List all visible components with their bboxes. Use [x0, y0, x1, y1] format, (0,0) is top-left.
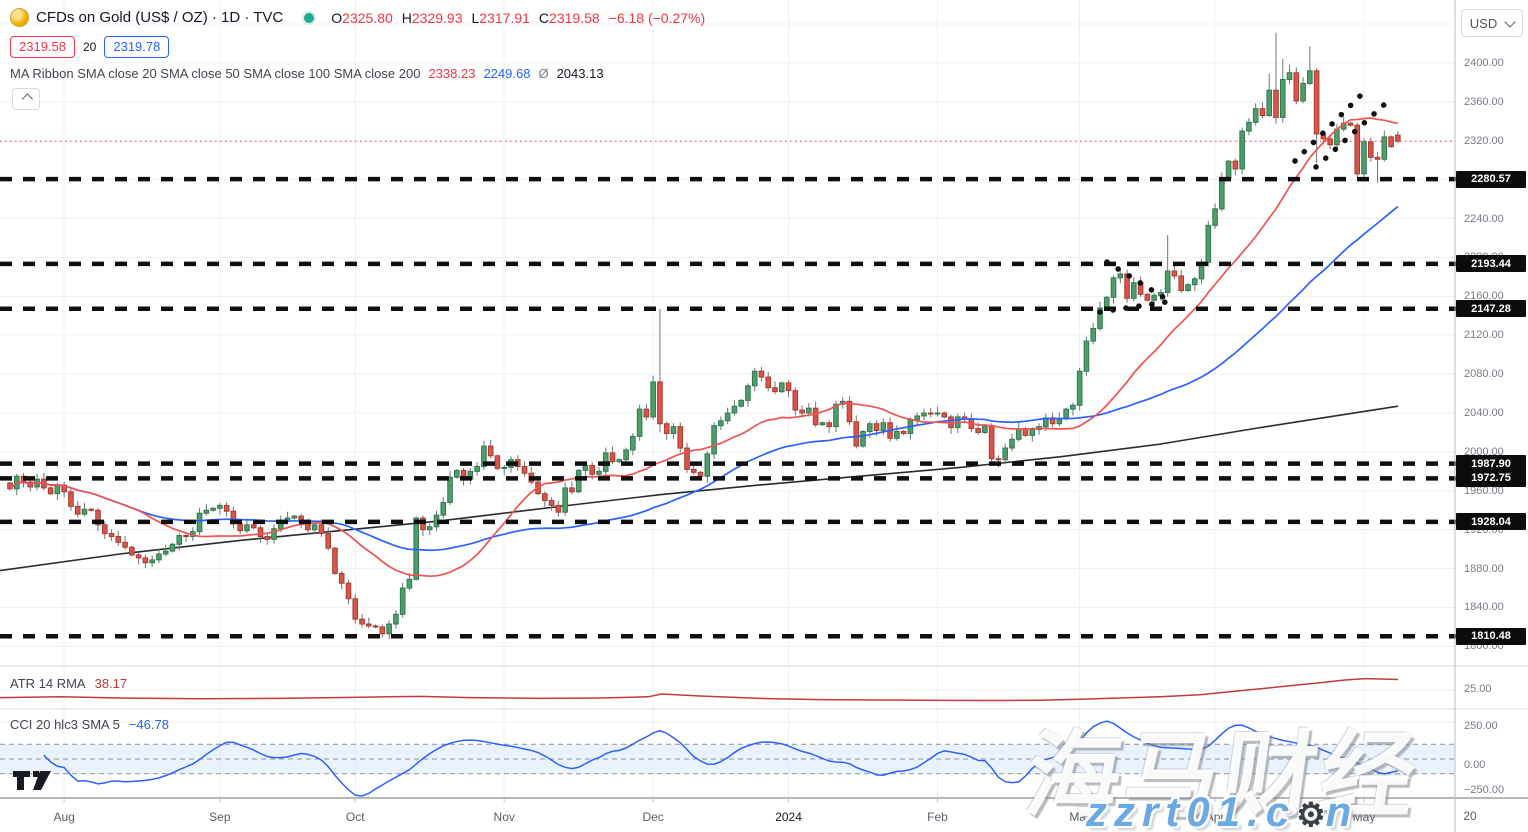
month-label: Oct — [345, 810, 365, 824]
symbol-title[interactable]: CFDs on Gold (US$ / OZ) · 1D · TVC — [36, 9, 284, 26]
open-value: 2325.80 — [342, 9, 393, 26]
price-tick-label: 2040.00 — [1464, 407, 1504, 420]
ohlc-readout: O2325.80 H2329.93 L2317.91 C2319.58 −6.1… — [331, 9, 706, 26]
price-level-badge: 1810.48 — [1456, 627, 1526, 645]
candles — [7, 32, 1401, 640]
price-tick-label: 2240.00 — [1464, 212, 1504, 225]
cci-tick-label: 0.00 — [1464, 759, 1486, 771]
gold-symbol-icon — [10, 8, 29, 27]
sma20-value: 2338.23 — [428, 66, 476, 81]
price-tick-label: 2080.00 — [1464, 368, 1504, 381]
cci-line — [43, 720, 1399, 797]
atr-value: 38.17 — [94, 676, 128, 691]
atr-line — [0, 677, 1399, 702]
currency-label: USD — [1469, 15, 1498, 31]
ma-ribbon-label: MA Ribbon SMA close 20 SMA close 50 SMA … — [10, 66, 421, 81]
ma-ribbon-legend[interactable]: MA Ribbon SMA close 20 SMA close 50 SMA … — [10, 66, 604, 81]
month-label: Nov — [493, 810, 515, 824]
month-label: Sep — [209, 810, 231, 824]
sma50-value: 2249.68 — [483, 66, 531, 81]
dotted-annotations — [1097, 86, 1389, 315]
price-level-badge: 2280.57 — [1456, 170, 1526, 188]
price-level-badge: 1987.90 — [1456, 455, 1526, 473]
future-date-label: 20 — [1463, 809, 1477, 823]
month-label: Apr — [1205, 810, 1225, 824]
month-label: May — [1352, 810, 1376, 824]
price-boxes: 2319.58 20 2319.78 — [10, 36, 170, 58]
atr-label: ATR 14 RMA — [10, 676, 86, 691]
month-label: Feb — [927, 810, 948, 824]
close-value: 2319.58 — [549, 9, 600, 26]
price-tick-label: 1840.00 — [1464, 601, 1504, 614]
low-value: 2317.91 — [479, 9, 530, 26]
high-value: 2329.93 — [411, 9, 463, 26]
average-symbol: Ø — [538, 66, 549, 81]
price-tick-label: 2160.00 — [1464, 290, 1504, 303]
month-label: Aug — [53, 810, 75, 824]
cci-band — [0, 743, 1455, 775]
cci-tick-label: −250.00 — [1464, 784, 1505, 796]
price-tick-label: 2120.00 — [1464, 329, 1504, 342]
cci-legend[interactable]: CCI 20 hlc3 SMA 5 −46.78 — [10, 717, 169, 732]
price-tick-label: 2360.00 — [1464, 95, 1504, 108]
price-level-badge: 1972.75 — [1456, 469, 1526, 487]
sell-price-box[interactable]: 2319.58 — [10, 36, 75, 58]
currency-selector[interactable]: USD — [1461, 9, 1523, 37]
symbol-header: CFDs on Gold (US$ / OZ) · 1D · TVC O2325… — [10, 8, 705, 27]
price-tick-label: 1960.00 — [1464, 484, 1504, 497]
atr-legend[interactable]: ATR 14 RMA 38.17 — [10, 676, 127, 691]
sma50-line — [9, 205, 1399, 552]
price-level-badge: 2147.28 — [1456, 300, 1526, 318]
cci-value: −46.78 — [128, 717, 169, 732]
price-tick-label: 2400.00 — [1464, 57, 1504, 69]
market-status-icon — [304, 12, 315, 23]
tradingview-logo[interactable] — [13, 770, 53, 792]
spread-value: 20 — [83, 40, 97, 54]
cci-tick-label: 250.00 — [1464, 720, 1498, 732]
month-label: Dec — [642, 810, 664, 824]
month-label: 2024 — [775, 810, 802, 824]
support-resistance-lines — [0, 176, 1473, 639]
sma200-value: 2043.13 — [556, 66, 604, 81]
price-level-badge: 1928.04 — [1456, 513, 1526, 531]
price-tick-label: 2000.00 — [1464, 445, 1504, 458]
collapse-legend-button[interactable] — [12, 88, 40, 110]
change-value: −6.18 (−0.27%) — [608, 9, 706, 26]
price-level-badge: 2193.44 — [1456, 255, 1526, 273]
sma200-line — [0, 405, 1399, 572]
chevron-down-icon — [1504, 15, 1516, 28]
cci-label: CCI 20 hlc3 SMA 5 — [10, 717, 120, 732]
gridlines — [0, 0, 1455, 798]
price-tick-label: 2320.00 — [1464, 134, 1504, 147]
month-label: Mar — [1069, 810, 1090, 824]
price-tick-label: 1880.00 — [1464, 562, 1504, 575]
chevron-up-icon — [21, 93, 34, 105]
buy-price-box[interactable]: 2319.78 — [104, 36, 170, 58]
sma20-line — [9, 117, 1399, 578]
atr-tick-label: 25.00 — [1464, 683, 1492, 695]
price-axis[interactable] — [1455, 0, 1528, 798]
